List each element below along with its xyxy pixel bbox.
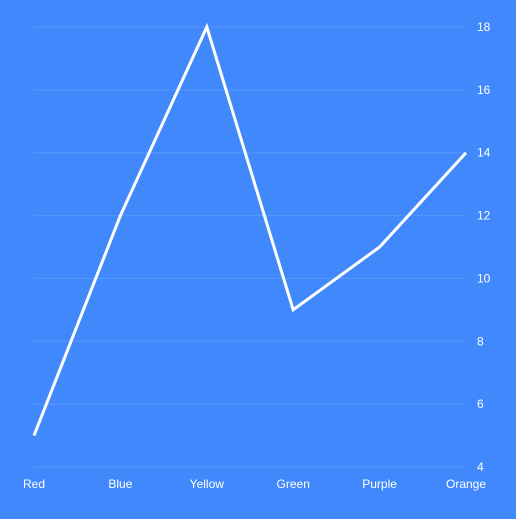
x-tick-label: Yellow	[190, 477, 225, 491]
y-tick-label: 4	[477, 460, 484, 474]
gridlines	[34, 26, 466, 468]
y-tick-label: 8	[477, 334, 484, 348]
x-tick-label: Red	[23, 477, 45, 491]
x-tick-label: Blue	[108, 477, 132, 491]
y-tick-label: 6	[477, 397, 484, 411]
y-tick-label: 16	[477, 83, 491, 97]
x-tick-label: Orange	[446, 477, 486, 491]
series-layer	[32, 22, 468, 437]
x-tick-label: Purple	[362, 477, 397, 491]
y-tick-label: 14	[477, 146, 491, 160]
y-tick-label: 12	[477, 209, 491, 223]
y-axis-ticks: 4 6 8 10 12 14 16 18	[477, 20, 491, 474]
y-tick-label: 10	[477, 271, 491, 285]
x-tick-label: Green	[277, 477, 310, 491]
y-tick-label: 18	[477, 20, 491, 34]
series-line	[32, 22, 468, 437]
x-axis-ticks: Red Blue Yellow Green Purple Orange	[23, 477, 486, 491]
